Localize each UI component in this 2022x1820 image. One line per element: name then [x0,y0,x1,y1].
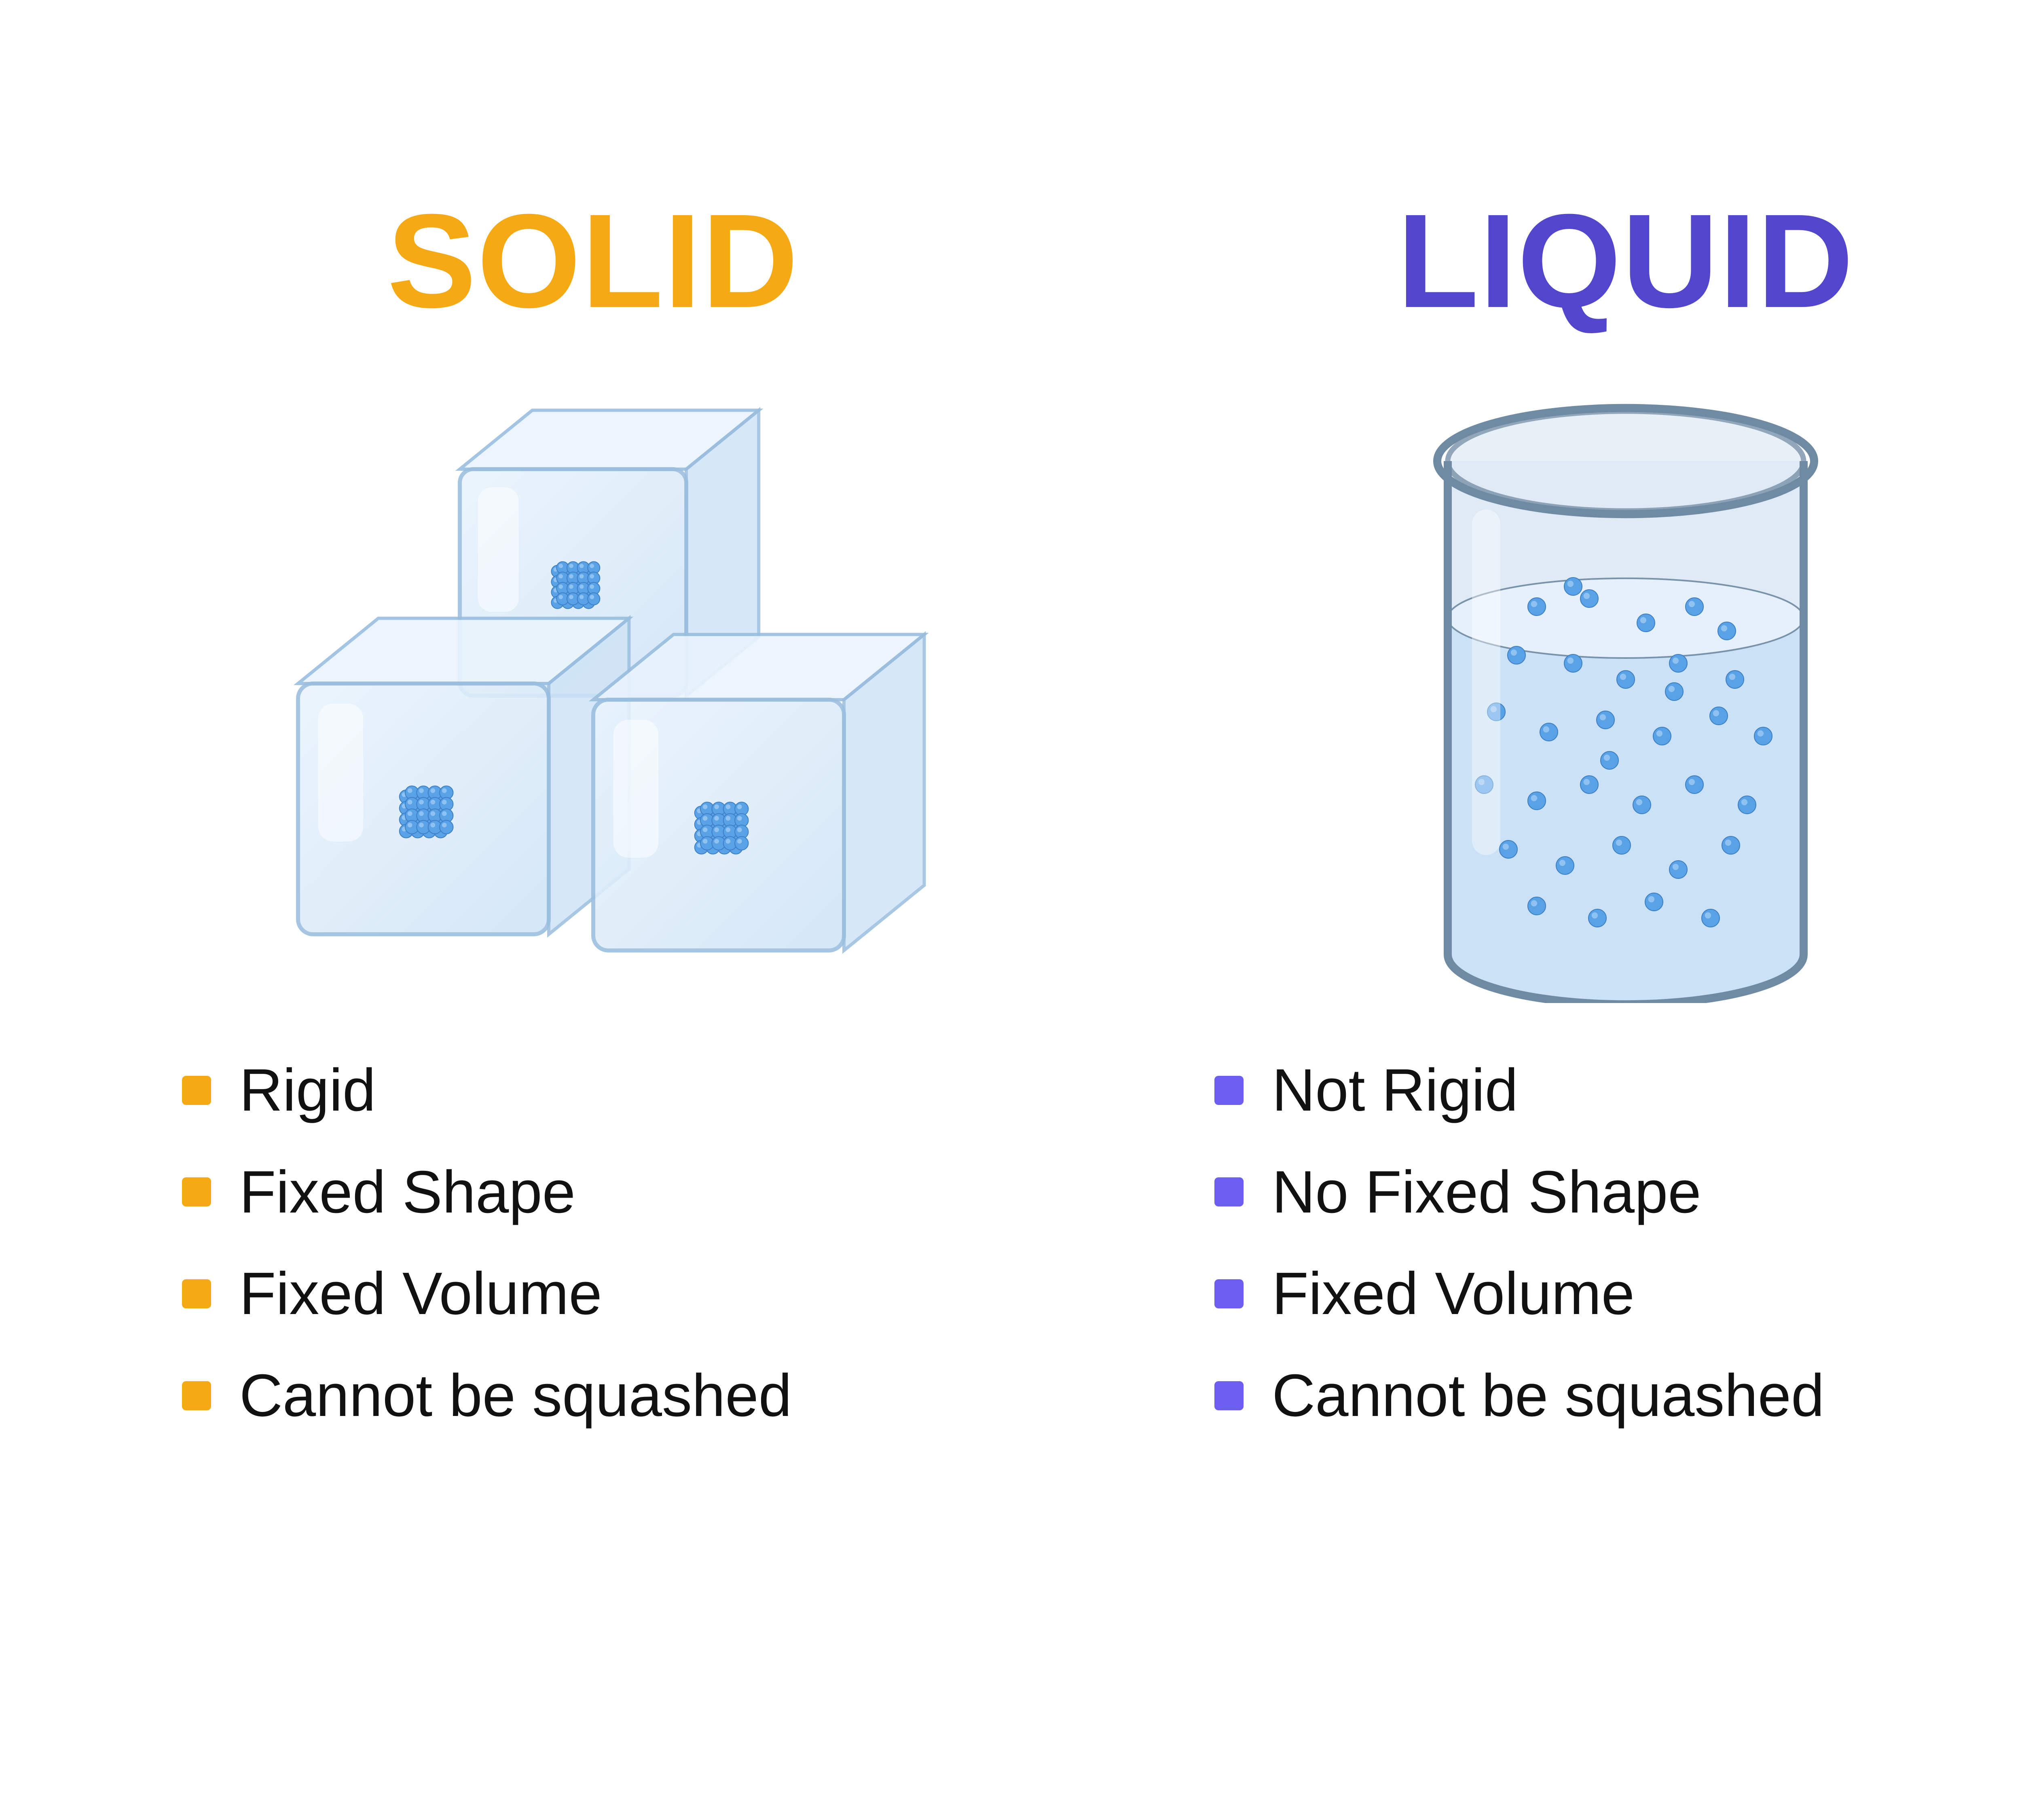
ice-cubes-icon [209,396,977,1003]
bullet-square-icon [1214,1076,1244,1105]
bullets-liquid: Not Rigid No Fixed Shape Fixed Volume Ca… [1214,1039,1824,1446]
bullet-square-icon [182,1076,211,1105]
bullet-item: Fixed Volume [182,1243,792,1345]
bullet-item: Fixed Volume [1214,1243,1824,1345]
bullets-solid: Rigid Fixed Shape Fixed Volume Cannot be… [182,1039,792,1446]
bullet-text: Cannot be squashed [1272,1345,1824,1447]
bullet-text: Fixed Shape [239,1141,575,1243]
bullet-item: Not Rigid [1214,1039,1824,1141]
bullet-item: Cannot be squashed [182,1345,792,1447]
title-solid: SOLID [387,194,799,328]
title-liquid: LIQUID [1397,194,1854,328]
bullet-item: Fixed Shape [182,1141,792,1243]
beaker-icon [1363,396,1889,1003]
bullet-text: Not Rigid [1272,1039,1518,1141]
illustration-solid [121,376,1065,1023]
bullet-square-icon [182,1279,211,1308]
column-liquid: LIQUID Not Rigid No Fixed Shape Fixed Vo… [1154,194,2022,1446]
states-grid: SOLID Rigid Fixed Shape Fixed Volume Can… [0,194,2022,1446]
bullet-text: Rigid [239,1039,376,1141]
bullet-text: Cannot be squashed [239,1345,792,1447]
column-solid: SOLID Rigid Fixed Shape Fixed Volume Can… [121,194,1065,1446]
bullet-text: Fixed Volume [239,1243,602,1345]
bullet-square-icon [1214,1381,1244,1410]
bullet-item: Rigid [182,1039,792,1141]
bullet-square-icon [182,1381,211,1410]
bullet-square-icon [182,1177,211,1206]
bullet-item: No Fixed Shape [1214,1141,1824,1243]
bullet-text: Fixed Volume [1272,1243,1635,1345]
illustration-liquid [1154,376,2022,1023]
bullet-square-icon [1214,1177,1244,1206]
bullet-square-icon [1214,1279,1244,1308]
bullet-item: Cannot be squashed [1214,1345,1824,1447]
bullet-text: No Fixed Shape [1272,1141,1701,1243]
